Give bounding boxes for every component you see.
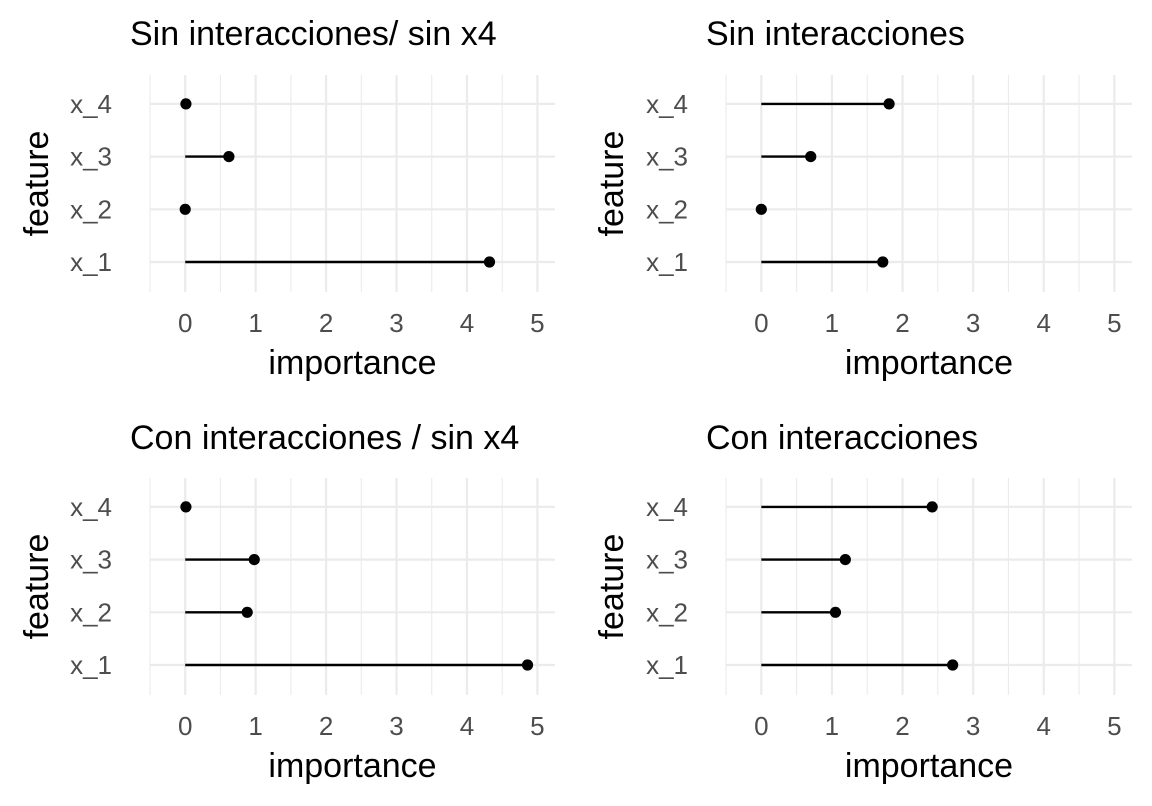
y-tick-label: x_4 (70, 89, 112, 119)
x-tick-label: 0 (178, 308, 192, 338)
data-point (947, 659, 959, 671)
y-tick-label: x_3 (646, 142, 688, 172)
data-point (829, 606, 842, 618)
y-tick-label: x_4 (646, 492, 688, 522)
y-axis-title: feature (18, 131, 56, 237)
data-point (883, 98, 895, 110)
data-point (521, 659, 534, 671)
x-tick-label: 5 (530, 308, 544, 338)
chart-title: Sin interacciones/ sin x4 (130, 15, 497, 53)
y-axis-title: feature (593, 534, 631, 640)
x-tick-label: 4 (1037, 711, 1051, 741)
y-tick-label: x_3 (70, 545, 112, 575)
x-axis-title: importance (268, 747, 436, 785)
data-point (839, 554, 851, 566)
x-tick-label: 1 (825, 711, 839, 741)
y-axis-title: feature (18, 534, 56, 640)
chart-panel: x_1 x_2 x_3 x_4 0 1 2 3 4 5 Con interacciones impor… (593, 419, 1132, 785)
y-tick-label: x_3 (646, 545, 688, 575)
y-axis-title: feature (593, 131, 631, 237)
x-tick-label: 0 (754, 308, 768, 338)
y-tick-label: x_4 (70, 492, 112, 522)
data-point (223, 151, 235, 163)
x-tick-label: 1 (825, 308, 839, 338)
x-tick-label: 2 (319, 711, 333, 741)
x-tick-label: 0 (178, 711, 192, 741)
x-tick-label: 1 (248, 711, 262, 741)
x-tick-label: 0 (754, 711, 768, 741)
chart-title: Sin interacciones (706, 15, 965, 53)
chart-title: Con interacciones (706, 419, 978, 457)
x-tick-label: 5 (530, 711, 544, 741)
data-point (483, 256, 496, 268)
y-tick-label: x_2 (646, 597, 688, 627)
data-point (179, 203, 191, 215)
y-tick-label: x_1 (70, 247, 112, 277)
y-tick-label: x_3 (70, 142, 112, 172)
x-tick-label: 2 (319, 308, 333, 338)
chart-panel: x_1 x_2 x_3 x_4 0 1 2 3 4 5 Sin interacciones impor… (593, 15, 1132, 382)
x-tick-label: 2 (895, 711, 909, 741)
data-point (241, 606, 253, 618)
x-tick-label: 3 (966, 308, 980, 338)
y-tick-label: x_2 (70, 597, 112, 627)
data-point (248, 554, 260, 566)
x-tick-label: 5 (1107, 711, 1121, 741)
x-axis-title: importance (845, 344, 1013, 382)
x-tick-label: 5 (1107, 308, 1121, 338)
data-point (877, 256, 889, 268)
x-tick-label: 4 (460, 308, 474, 338)
x-tick-label: 3 (966, 711, 980, 741)
y-tick-label: x_1 (646, 247, 688, 277)
chart-title: Con interacciones / sin x4 (130, 419, 519, 457)
data-point (926, 501, 938, 513)
data-point (805, 151, 817, 163)
y-tick-label: x_1 (646, 650, 688, 680)
x-tick-label: 4 (460, 711, 474, 741)
x-tick-label: 3 (389, 308, 403, 338)
x-tick-label: 2 (895, 308, 909, 338)
chart-panel: x_1 x_2 x_3 x_4 0 1 2 3 4 5 Sin interacciones/ sin… (18, 15, 555, 382)
chart-panel: x_1 x_2 x_3 x_4 0 1 2 3 4 5 Con interacciones / si… (18, 419, 555, 785)
data-point (755, 203, 767, 215)
x-axis-title: importance (845, 747, 1013, 785)
x-tick-label: 4 (1037, 308, 1051, 338)
x-tick-label: 1 (248, 308, 262, 338)
x-axis-title: importance (268, 344, 436, 382)
data-point (180, 501, 192, 513)
data-point (180, 98, 192, 110)
y-tick-label: x_2 (646, 194, 688, 224)
y-tick-label: x_1 (70, 650, 112, 680)
y-tick-label: x_2 (70, 194, 112, 224)
y-tick-label: x_4 (646, 89, 688, 119)
x-tick-label: 3 (389, 711, 403, 741)
